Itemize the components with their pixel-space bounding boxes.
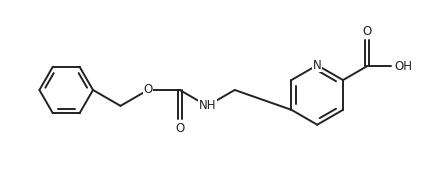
Text: O: O [362, 25, 372, 38]
Text: OH: OH [395, 60, 413, 73]
Text: NH: NH [198, 99, 216, 112]
Text: O: O [143, 83, 152, 96]
Text: N: N [313, 59, 321, 72]
Text: O: O [175, 122, 184, 135]
